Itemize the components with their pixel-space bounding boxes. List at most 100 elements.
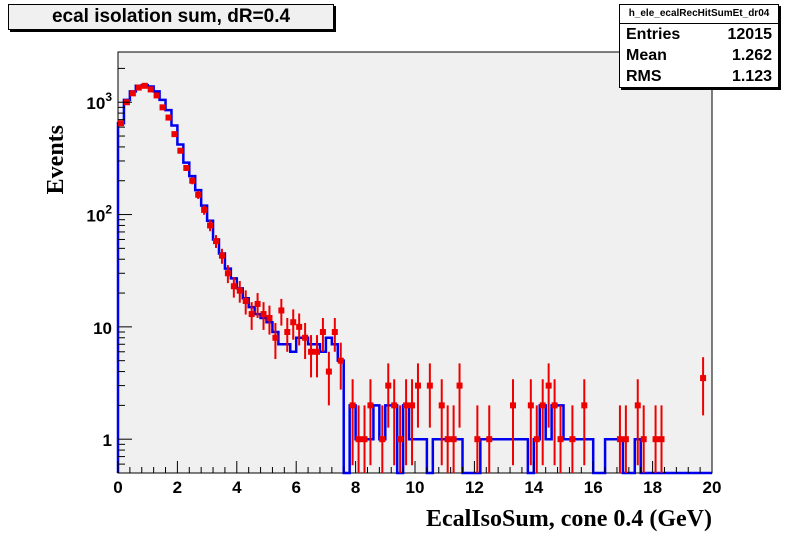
data-point [308, 335, 315, 378]
data-point [456, 363, 463, 428]
data-point [195, 190, 202, 199]
data-marker [616, 436, 623, 443]
data-point [230, 276, 237, 298]
axes-layer: 0 2 4 6 8 10 12 14 16 18 20 1 10 102 103 [86, 67, 722, 497]
data-point [569, 405, 576, 473]
data-marker [403, 402, 410, 409]
data-marker [325, 368, 332, 375]
data-point [189, 177, 196, 185]
data-marker [189, 177, 196, 184]
data-point [278, 298, 285, 326]
data-point [700, 357, 707, 416]
data-marker [438, 402, 445, 409]
data-point [129, 90, 136, 97]
data-marker [426, 382, 433, 389]
data-marker [474, 436, 481, 443]
data-marker [355, 436, 362, 443]
x-tick-label: 16 [584, 478, 603, 497]
data-point [450, 405, 457, 473]
data-point [414, 363, 421, 428]
y-tick-label: 102 [86, 203, 112, 226]
data-marker [207, 222, 214, 229]
x-tick-label: 14 [524, 478, 543, 497]
data-point [153, 92, 160, 99]
data-marker [331, 329, 338, 336]
data-marker [141, 82, 148, 89]
data-marker [224, 270, 231, 277]
data-marker [409, 402, 416, 409]
data-marker [147, 86, 154, 93]
data-point [622, 405, 629, 473]
data-marker [129, 90, 136, 97]
chart-title: ecal isolation sum, dR=0.4 [8, 4, 334, 30]
data-marker [367, 402, 374, 409]
data-marker [272, 334, 279, 341]
data-marker [159, 104, 166, 111]
data-point [117, 120, 124, 127]
stats-row-rms: RMS 1.123 [620, 66, 778, 87]
data-point [177, 147, 184, 154]
data-marker [510, 402, 517, 409]
data-marker [379, 436, 386, 443]
data-point [426, 363, 433, 428]
stats-value: 1.262 [731, 47, 772, 64]
data-marker [254, 300, 261, 307]
data-marker [230, 283, 237, 290]
data-marker [337, 357, 344, 364]
x-tick-label: 20 [703, 478, 722, 497]
x-tick-label: 4 [232, 478, 242, 497]
data-point [159, 104, 166, 111]
data-point [290, 309, 297, 340]
data-point [640, 405, 647, 473]
data-marker [551, 402, 558, 409]
x-tick-label: 0 [113, 478, 122, 497]
data-marker [539, 402, 546, 409]
y-axis-label: Events [43, 125, 69, 194]
x-tick-label: 10 [406, 478, 425, 497]
x-axis-label: EcalIsoSum, cone 0.4 (GeV) [426, 506, 712, 532]
data-point [224, 265, 231, 284]
data-marker [385, 382, 392, 389]
data-marker [313, 348, 320, 355]
data-marker [557, 436, 564, 443]
data-point [248, 302, 255, 330]
data-point [438, 379, 445, 466]
data-marker [640, 436, 647, 443]
data-marker [414, 382, 421, 389]
data-point [486, 405, 493, 473]
data-marker [195, 191, 202, 198]
data-marker [349, 402, 356, 409]
data-point [242, 290, 249, 315]
x-tick-label: 12 [465, 478, 484, 497]
data-point [171, 131, 178, 138]
data-point [141, 82, 148, 89]
data-point [272, 322, 279, 360]
data-point [313, 335, 320, 378]
data-marker [183, 164, 190, 171]
stats-label: Mean [626, 47, 667, 64]
data-point [379, 405, 386, 473]
data-marker [117, 120, 124, 127]
data-point [147, 86, 154, 93]
data-point [616, 405, 623, 473]
data-point [557, 405, 564, 473]
data-point [403, 379, 410, 466]
stats-label: RMS [626, 68, 662, 85]
data-point [355, 405, 362, 473]
data-point [254, 293, 261, 318]
data-marker [177, 147, 184, 154]
data-point [218, 248, 225, 264]
data-point [444, 405, 451, 473]
plot-frame [117, 51, 713, 474]
data-point [510, 379, 517, 466]
data-marker [213, 238, 220, 245]
data-point [183, 164, 190, 172]
data-marker [700, 375, 707, 382]
data-marker [260, 311, 267, 318]
data-point [385, 363, 392, 428]
data-marker [153, 92, 160, 99]
data-marker [201, 206, 208, 213]
data-point [284, 317, 291, 352]
data-point [361, 405, 368, 473]
